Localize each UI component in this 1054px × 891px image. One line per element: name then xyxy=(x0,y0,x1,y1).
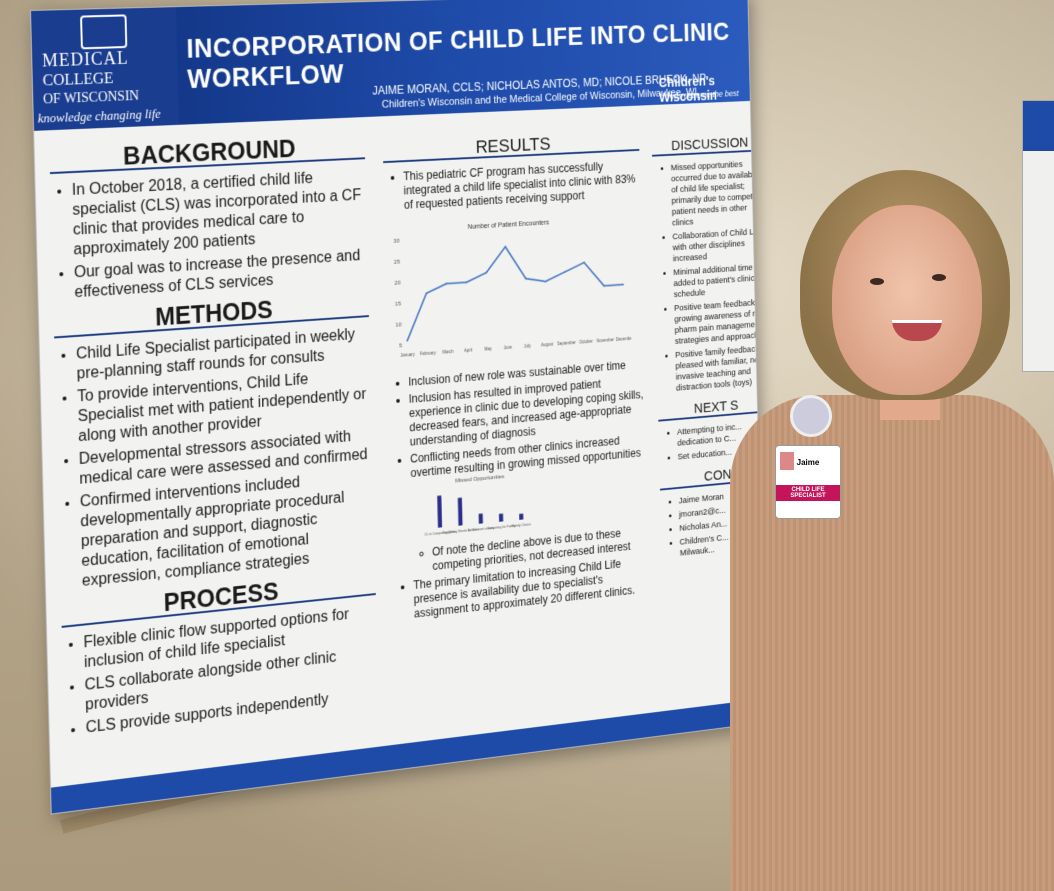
right-eye xyxy=(932,274,946,281)
logo-text-1: MEDICAL xyxy=(42,48,129,72)
y-tick-label: 30 xyxy=(393,239,400,245)
background-list: In October 2018, a certified child life … xyxy=(50,167,368,305)
list-item: This pediatric CF program has successful… xyxy=(403,158,640,212)
list-item: In October 2018, a certified child life … xyxy=(72,167,367,261)
x-tick-label: May xyxy=(484,346,492,351)
badge-role: CHILD LIFE SPECIALIST xyxy=(776,485,840,501)
patient-encounters-chart: Number of Patient Encounters 5 10 15 20 25 30 J… xyxy=(385,211,632,368)
x-tick-label: February xyxy=(420,350,437,356)
x-tick-label: Family Choice xyxy=(512,522,531,528)
process-list: Flexible clinic flow supported options f… xyxy=(62,603,379,742)
mcw-logo: MEDICAL COLLEGE OF WISCONSIN knowledge c… xyxy=(31,7,179,131)
results-list: Inclusion of new role was sustainable ov… xyxy=(388,357,650,623)
chart-title: Number of Patient Encounters xyxy=(468,220,550,231)
x-tick-label: December xyxy=(616,336,632,342)
x-tick-label: October xyxy=(579,339,593,345)
poster-banner: MEDICAL COLLEGE OF WISCONSIN knowledge c… xyxy=(31,0,750,131)
logo-text-2: COLLEGE xyxy=(42,70,113,90)
bar xyxy=(458,498,463,526)
research-poster: MEDICAL COLLEGE OF WISCONSIN knowledge c… xyxy=(30,0,765,815)
list-item: Conflicting needs from other clinics inc… xyxy=(410,432,649,576)
logo-tagline: knowledge changing life xyxy=(38,106,161,127)
x-tick-label: August xyxy=(541,342,554,348)
middle-column: RESULTS This pediatric CF program has su… xyxy=(383,133,650,626)
bar xyxy=(437,496,442,528)
missed-opportunities-chart: Missed OpportunitiesCL in Competing Clin… xyxy=(411,470,535,548)
badge-photo xyxy=(780,452,794,470)
bar xyxy=(519,514,523,520)
series-line xyxy=(405,240,624,341)
face xyxy=(832,205,982,395)
x-tick-label: April xyxy=(464,348,472,353)
left-column: BACKGROUND In October 2018, a certified … xyxy=(49,136,378,744)
methods-list: Child Life Specialist participated in we… xyxy=(54,325,375,594)
x-tick-label: November xyxy=(596,337,614,343)
bar xyxy=(499,514,503,522)
chart-title: Missed Opportunities xyxy=(455,474,504,484)
y-tick-label: 10 xyxy=(396,322,403,328)
caduceus-icon xyxy=(80,14,127,49)
x-tick-label: March xyxy=(442,349,454,355)
y-tick-label: 5 xyxy=(399,343,403,349)
presenter: Jaime CHILD LIFE SPECIALIST xyxy=(720,170,1054,891)
badge-reel-pin xyxy=(790,395,832,437)
left-eye xyxy=(870,278,884,285)
bar xyxy=(479,513,483,523)
x-tick-label: January xyxy=(400,352,415,358)
results-intro-list: This pediatric CF program has successful… xyxy=(383,158,640,214)
x-tick-label: June xyxy=(503,345,512,350)
id-badge: Jaime CHILD LIFE SPECIALIST xyxy=(775,445,841,519)
logo-text-3: OF WISCONSIN xyxy=(43,89,139,109)
x-tick-label: July xyxy=(524,343,532,348)
discussion-heading: DISCUSSION xyxy=(652,137,766,157)
y-tick-label: 15 xyxy=(395,301,402,307)
results-heading: RESULTS xyxy=(383,133,640,163)
y-tick-label: 20 xyxy=(394,280,401,286)
y-tick-label: 25 xyxy=(394,260,401,266)
x-tick-label: September xyxy=(557,340,576,346)
